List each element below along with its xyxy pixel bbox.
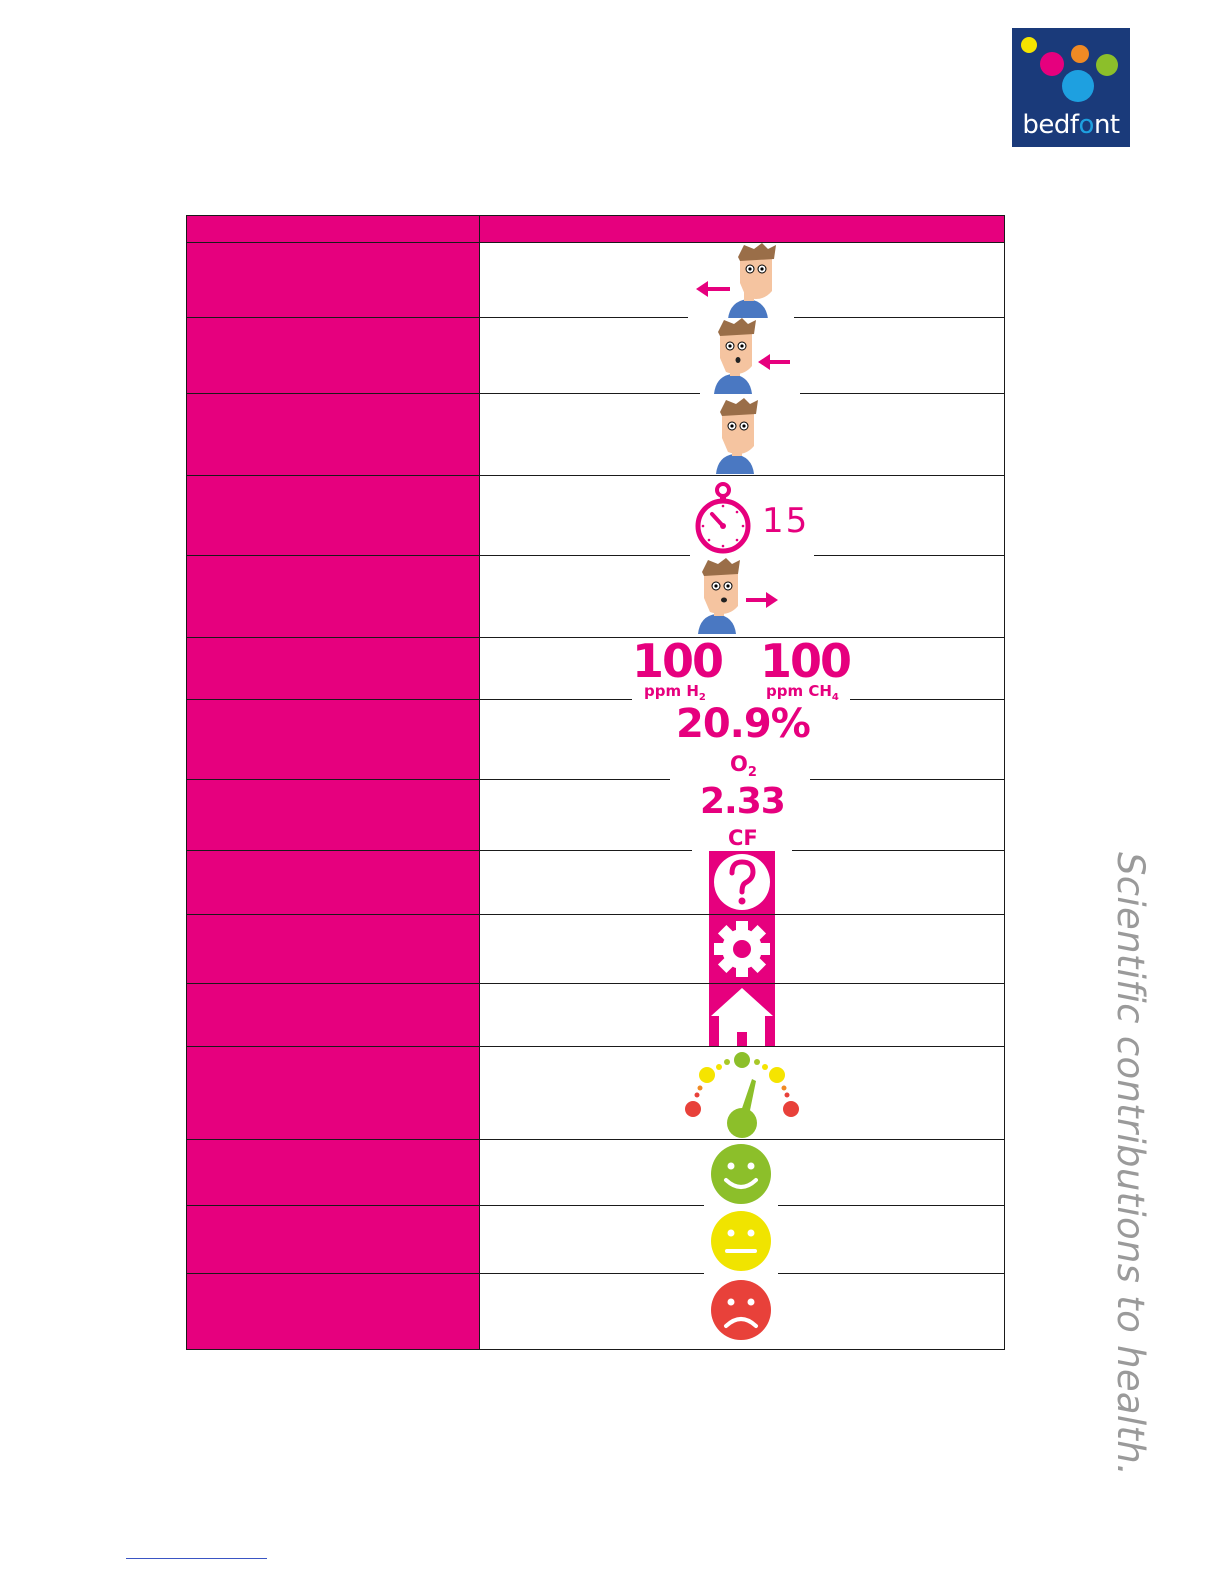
row-label-cell (187, 243, 480, 317)
table-row (187, 915, 1004, 984)
row-label-cell (187, 1206, 480, 1273)
row-label-cell (187, 1140, 480, 1205)
face-hold-icon (712, 396, 776, 474)
row-label-cell (187, 318, 480, 393)
row-icon-cell (480, 1274, 1004, 1349)
footer-link-underline (126, 1558, 267, 1559)
row-icon-cell (480, 1140, 1004, 1206)
table-row: 20.9% O2 (187, 700, 1004, 780)
table-row (187, 394, 1004, 476)
row-label-cell (187, 1274, 480, 1349)
logo-dot-orange (1071, 45, 1089, 63)
row-icon-cell (480, 1206, 1004, 1274)
h2-ch4-readout: 100 ppm H2 100 ppm CH4 (632, 634, 852, 703)
ch4-value: 100 (760, 634, 852, 688)
row-label-cell (187, 851, 480, 914)
row-icon-cell (480, 1047, 1004, 1139)
row-icon-cell: 15 (480, 476, 1004, 558)
table-row (187, 984, 1004, 1047)
row-icon-cell (480, 243, 1004, 319)
row-icon-cell: 2.33 CF (480, 780, 1004, 851)
table-row (187, 318, 1004, 394)
table-row: 15 (187, 476, 1004, 558)
table-row (187, 851, 1004, 915)
help-question-icon (709, 851, 775, 914)
row-icon-cell (480, 394, 1004, 475)
row-label-cell (187, 1047, 480, 1139)
row-icon-cell (480, 915, 1004, 983)
row-label-cell (187, 638, 480, 699)
logo-dot-yellow (1021, 37, 1037, 53)
table-row (187, 556, 1004, 638)
h2-value: 100 (632, 634, 724, 688)
logo-dot-blue (1062, 70, 1094, 102)
cf-value: 2.33 (700, 781, 786, 822)
h2-unit: ppm H2 (644, 682, 706, 703)
stopwatch-readout: 15 (690, 480, 814, 558)
home-icon (709, 984, 775, 1046)
row-icon-cell (480, 556, 1004, 637)
table-row (187, 1206, 1004, 1274)
header-cell-right (480, 216, 1004, 242)
row-icon-cell (480, 984, 1004, 1046)
row-label-cell (187, 476, 480, 555)
face-inhale-icon (700, 318, 800, 394)
cf-label: CF (728, 826, 758, 850)
table-row (187, 1047, 1004, 1140)
stopwatch-icon (695, 482, 751, 554)
face-exhale-right-icon (692, 556, 792, 634)
row-icon-cell: 100 ppm H2 100 ppm CH4 (480, 634, 1004, 703)
row-icon-cell (480, 318, 1004, 394)
row-icon-cell: 20.9% O2 (480, 700, 1004, 781)
row-icon-cell (480, 851, 1004, 914)
row-label-cell (187, 556, 480, 637)
bedfont-logo: bedfont (1012, 28, 1130, 147)
face-exhale-left-icon (688, 243, 794, 319)
o2-label: O2 (730, 752, 757, 781)
smiley-neutral-icon (704, 1208, 778, 1274)
gauge-meter-icon (679, 1049, 805, 1139)
o2-value: 20.9% (676, 701, 811, 747)
table-row (187, 1140, 1004, 1206)
cf-readout: 2.33 CF (692, 780, 792, 851)
logo-wordmark: bedfont (1022, 110, 1120, 140)
smiley-happy-icon (704, 1142, 778, 1206)
table-row: 100 ppm H2 100 ppm CH4 (187, 634, 1004, 703)
table-header-row (187, 216, 1004, 243)
ch4-unit: ppm CH4 (766, 682, 839, 703)
o2-readout: 20.9% O2 (670, 700, 811, 781)
row-label-cell (187, 394, 480, 475)
row-label-cell (187, 915, 480, 983)
row-label-cell (187, 700, 480, 779)
table-row: 2.33 CF (187, 780, 1004, 851)
smiley-sad-icon (704, 1276, 778, 1344)
row-label-cell (187, 984, 480, 1046)
stopwatch-seconds: 15 (762, 501, 810, 541)
table-row (187, 1274, 1004, 1349)
icon-table: 15 100 (186, 215, 1005, 1350)
logo-dot-green (1096, 54, 1118, 76)
header-cell-left (187, 216, 480, 242)
row-label-cell (187, 780, 480, 850)
table-row (187, 243, 1004, 319)
tagline: Scientific contributions to health. (1109, 852, 1152, 1477)
settings-gear-icon (709, 915, 775, 983)
logo-dot-magenta (1040, 52, 1064, 76)
